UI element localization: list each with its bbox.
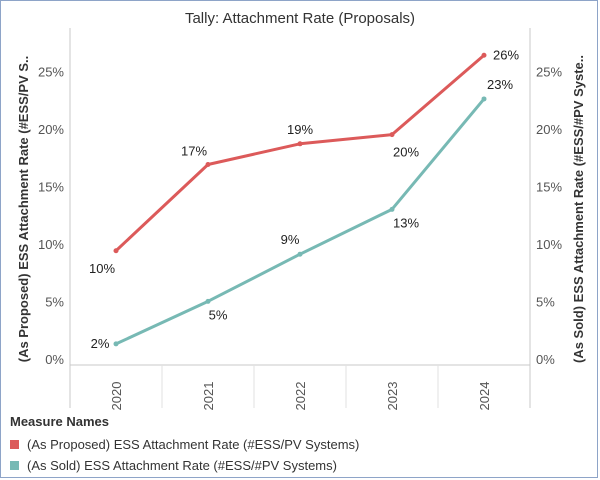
labels-layer: 10% 17% 19% 20% 26% 2% 5% 9% 13% 23%	[89, 47, 519, 351]
x-tick-label: 2024	[477, 382, 492, 410]
y-tick-label-right: 10%	[536, 237, 562, 252]
data-label: 20%	[393, 145, 419, 160]
data-point[interactable]	[113, 248, 119, 254]
data-label: 10%	[89, 261, 115, 276]
legend: Measure Names (As Proposed) ESS Attachme…	[10, 414, 359, 476]
data-point[interactable]	[205, 298, 211, 304]
legend-label-sold: (As Sold) ESS Attachment Rate (#ESS/#PV …	[27, 458, 337, 473]
data-point[interactable]	[481, 52, 487, 58]
x-tick-label: 2023	[385, 382, 400, 410]
y-tick-label-left: 20%	[38, 122, 64, 137]
y-tick-label-left: 0%	[45, 352, 64, 367]
legend-label-proposed: (As Proposed) ESS Attachment Rate (#ESS/…	[27, 437, 360, 452]
y-tick-label-right: 15%	[536, 180, 562, 195]
data-point[interactable]	[113, 341, 119, 347]
line-chart: 0% 0% 5% 5% 10% 10% 15% 15% 20% 20% 25% 25% (As Prop…	[16, 28, 586, 410]
data-label: 19%	[287, 122, 313, 137]
legend-item-proposed[interactable]: (As Proposed) ESS Attachment Rate (#ESS/…	[10, 434, 359, 455]
data-point[interactable]	[205, 162, 211, 167]
y-axis-title-left: (As Proposed) ESS Attachment Rate (#ESS/…	[16, 56, 31, 363]
series-line-0	[114, 54, 485, 252]
y-tick-label-right: 0%	[536, 352, 555, 367]
data-point[interactable]	[481, 96, 487, 102]
data-label: 26%	[493, 47, 519, 62]
data-label: 5%	[209, 307, 228, 322]
legend-swatch-proposed	[10, 440, 19, 449]
y-tick-label-left: 25%	[38, 65, 64, 80]
chart-title: Tally: Attachment Rate (Proposals)	[184, 10, 416, 27]
data-label: 2%	[91, 336, 110, 351]
y-tick-label-left: 5%	[45, 295, 64, 310]
y-tick-label-right: 25%	[536, 65, 562, 80]
y-tick-label-left: 10%	[38, 237, 64, 252]
y-tick-label-right: 5%	[536, 295, 555, 310]
data-label: 13%	[393, 215, 419, 230]
data-point[interactable]	[297, 141, 303, 147]
y-tick-label-right: 20%	[536, 122, 562, 137]
legend-title: Measure Names	[10, 414, 109, 429]
data-label: 23%	[487, 77, 513, 92]
data-point[interactable]	[389, 206, 395, 212]
legend-item-sold[interactable]: (As Sold) ESS Attachment Rate (#ESS/#PV …	[10, 455, 359, 476]
legend-swatch-sold	[10, 461, 19, 470]
y-tick-label-left: 15%	[38, 180, 64, 195]
axes-layer: 0% 0% 5% 5% 10% 10% 15% 15% 20% 20% 25% 25% (As Prop…	[16, 28, 586, 410]
x-tick-label: 2022	[293, 382, 308, 410]
data-label: 17%	[181, 144, 207, 159]
x-tick-label: 2021	[201, 382, 216, 410]
data-point[interactable]	[297, 251, 303, 257]
x-tick-label: 2020	[109, 382, 124, 410]
data-point[interactable]	[389, 132, 395, 138]
lines-layer	[113, 52, 487, 347]
data-label: 9%	[281, 232, 300, 247]
y-axis-title-right: (As Sold) ESS Attachment Rate (#ESS/#PV …	[571, 55, 586, 363]
